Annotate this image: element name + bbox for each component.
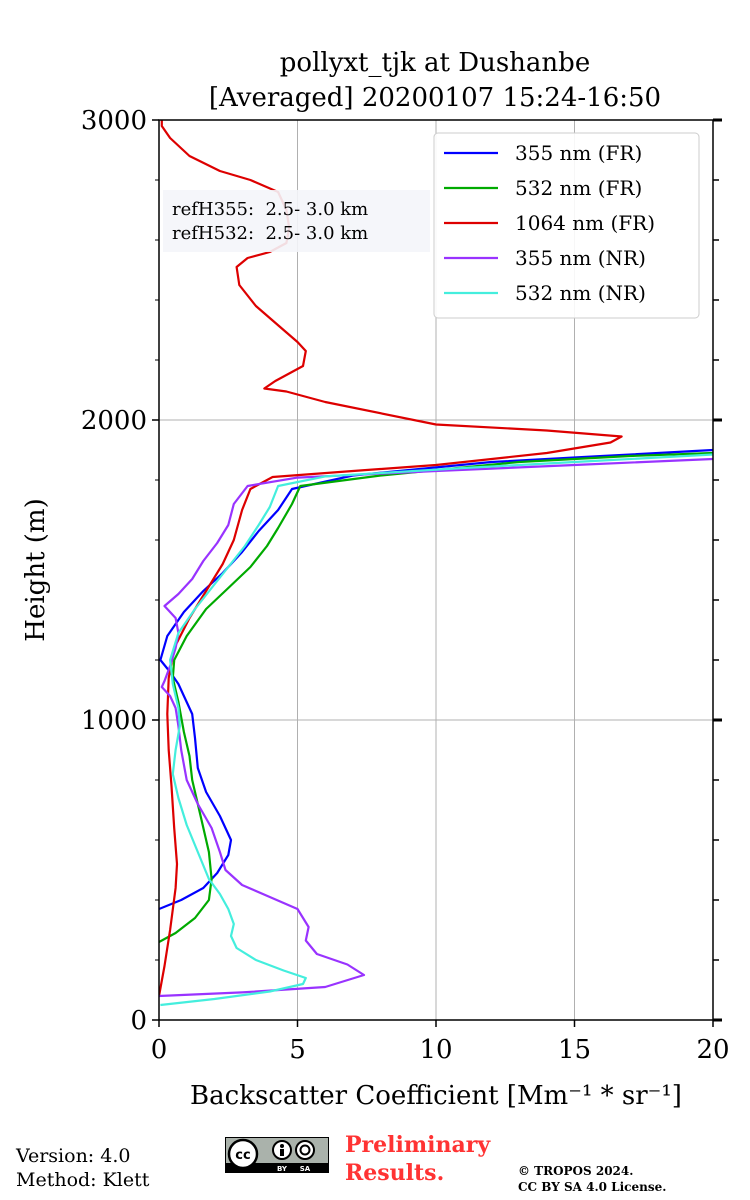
by-icon-head	[280, 1144, 284, 1148]
cc-icon-text: cc	[235, 1148, 250, 1163]
sa-label: SA	[300, 1165, 311, 1173]
sa-icon-arrow	[299, 1144, 311, 1156]
preliminary-line1: Preliminary	[345, 1132, 491, 1158]
by-icon-body	[280, 1149, 284, 1156]
method-text: Method: Klett	[16, 1169, 150, 1191]
legend-label: 355 nm (NR)	[515, 246, 646, 270]
chart-title-line2: [Averaged] 20200107 15:24-16:50	[209, 83, 661, 113]
chart-title-line1: pollyxt_tjk at Dushanbe	[280, 48, 590, 78]
x-tick-label: 20	[696, 1035, 729, 1065]
by-label: BY	[277, 1165, 288, 1173]
legend-label: 1064 nm (FR)	[515, 211, 655, 235]
x-tick-label: 0	[151, 1035, 168, 1065]
series-line-355-nm-nr-	[159, 457, 713, 998]
legend: 355 nm (FR) 532 nm (FR) 1064 nm (FR) 355 nm…	[433, 132, 700, 319]
legend-label: 532 nm (FR)	[515, 176, 642, 200]
copyright-line2: CC BY SA 4.0 License.	[518, 1180, 667, 1194]
legend-label: 532 nm (NR)	[515, 281, 646, 305]
chart: pollyxt_tjk at Dushanbe [Averaged] 20200…	[21, 48, 730, 1111]
version-text: Version: 4.0	[16, 1145, 131, 1167]
x-tick-label: 15	[558, 1035, 591, 1065]
copyright: © TROPOS 2024. CC BY SA 4.0 License.	[518, 1163, 666, 1195]
preliminary-line2: Results.	[345, 1160, 445, 1186]
y-axis-label: Height (m)	[21, 498, 51, 641]
x-axis-label: Backscatter Coefficient [Mm⁻¹ * sr⁻¹]	[190, 1081, 682, 1111]
x-tick-label: 10	[419, 1035, 452, 1065]
preliminary-results: Preliminary Results.	[345, 1131, 490, 1187]
series-line-532-nm-fr-	[159, 451, 713, 943]
legend-label: 355 nm (FR)	[515, 141, 642, 165]
legend-entries: 355 nm (FR) 532 nm (FR) 1064 nm (FR) 355 nm…	[444, 141, 655, 305]
reference-annotation-line1: refH355: 2.5- 3.0 km	[172, 199, 368, 220]
copyright-line1: © TROPOS 2024.	[518, 1164, 634, 1178]
footer-info: Version: 4.0 Method: Klett	[16, 1144, 149, 1192]
reference-annotation-box	[163, 190, 430, 252]
cc-by-sa-badge: cc BY SA	[225, 1137, 329, 1173]
reference-annotation-line2: refH532: 2.5- 3.0 km	[172, 223, 368, 244]
sa-icon	[295, 1140, 315, 1160]
x-tick-label: 5	[289, 1035, 306, 1065]
reference-annotation: refH355: 2.5- 3.0 km refH532: 2.5- 3.0 k…	[163, 190, 430, 252]
legend-box	[433, 132, 700, 319]
cc-badge-bottom-band	[226, 1163, 328, 1172]
y-tick-label: 0	[130, 1006, 147, 1036]
cc-icon	[227, 1138, 259, 1170]
series-line-532-nm-nr-	[160, 453, 713, 1007]
y-tick-label: 1000	[81, 706, 147, 736]
y-tick-label: 2000	[81, 406, 147, 436]
axis-ticks: 0 5 10 15 20 0 1000 2000 3000	[81, 106, 730, 1065]
y-tick-label: 3000	[81, 106, 147, 136]
